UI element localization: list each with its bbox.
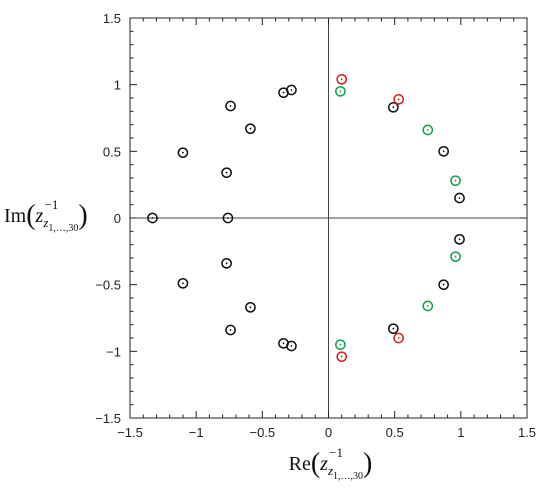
x-tick-label: 1.5 [518,425,536,440]
green-point-center [454,179,457,182]
y-axis-label-close-paren: ) [78,200,87,231]
black-point-marker [225,324,236,336]
y-axis-label-base: z [35,205,44,227]
black-point-marker [438,279,449,291]
black-point-marker [222,212,234,224]
black-point-center [151,217,154,219]
green-point-marker [335,339,346,351]
red-point-marker [336,351,348,363]
black-point-center [458,238,461,241]
x-axis-label-base: z [319,453,328,475]
x-axis-label: Re(zz1,…,30) [289,448,373,482]
black-point-marker [177,147,189,159]
black-point-marker [245,123,256,135]
y-tick-label: 1 [114,78,121,93]
x-tick-label: 0.5 [386,425,404,440]
x-tick-label: 1 [457,425,464,440]
black-point-center [282,342,285,345]
y-tick-label: −0.5 [95,278,121,293]
y-axis-label: Im(zz1,…,30) [4,200,88,234]
black-point-marker [177,277,189,289]
x-axis-label-open-paren: ( [311,448,320,479]
red-point-center [340,78,343,81]
x-tick-label: 0 [325,425,332,440]
y-axis-label-name: Im [4,205,27,227]
green-point-center [454,255,457,258]
black-point-center [225,262,228,265]
black-point-marker [286,340,297,352]
black-point-center [392,106,395,109]
red-point-center [340,355,343,358]
x-axis-label-close-paren: ) [363,448,372,479]
green-point-marker [422,124,434,136]
black-point-center [249,306,252,309]
tick-marks [129,17,528,419]
green-point-center [339,343,342,346]
green-point-marker [450,251,461,263]
y-axis-label-sub-range: 1,…,30 [48,223,78,234]
y-tick-label: −1 [106,344,121,359]
green-point-center [426,305,429,307]
x-tick-label: −1 [189,425,204,440]
black-point-center [182,282,184,285]
x-axis-label-name: Re [289,453,311,475]
green-point-marker [422,300,434,312]
black-point-center [249,127,252,130]
data-points [147,73,465,363]
green-point-center [339,90,342,93]
y-axis-label-sub-base: z [42,215,48,230]
black-point-marker [221,257,232,269]
x-tick-label: −0.5 [249,425,275,440]
x-axis-label-sub-range: 1,…,30 [333,471,363,482]
black-point-center [182,151,184,154]
black-point-marker [454,192,465,204]
y-tick-label: −1.5 [95,411,121,426]
tick-labels: −1.5 −1 −0.5 0 0.5 1 1.5 −1.5 −1 −0.5 0 0.5 1 1.5 [95,11,536,440]
black-point-marker [438,145,449,157]
black-point-center [442,150,445,153]
y-tick-label: 1.5 [103,11,121,26]
x-tick-label: −1.5 [117,425,143,440]
x-axis-label-superscript: −1 [329,445,343,460]
x-axis-label-sub-base: z [327,463,333,478]
black-point-marker [245,301,256,313]
red-point-center [397,98,400,101]
black-point-center [392,327,395,330]
black-point-center [290,89,293,91]
black-point-center [229,329,232,331]
y-tick-label: 0.5 [103,144,121,159]
y-tick-label: 0 [114,211,121,226]
black-point-center [458,197,461,199]
green-point-marker [335,85,346,97]
green-point-marker [450,175,461,187]
black-point-marker [221,167,232,179]
black-point-marker [454,233,465,245]
black-point-center [282,91,285,94]
red-point-center [397,337,400,339]
black-point-center [290,345,293,347]
black-point-marker [286,84,297,96]
red-point-marker [393,332,404,344]
red-point-marker [393,93,404,105]
y-axis-label-superscript: −1 [45,197,59,212]
black-point-marker [387,323,399,335]
black-point-center [225,171,228,174]
y-axis-label-open-paren: ( [26,200,35,231]
black-point-center [227,217,229,219]
black-point-marker [225,100,236,112]
green-point-center [426,129,429,131]
black-point-center [442,283,445,286]
black-point-center [229,105,232,107]
black-point-marker [147,212,158,224]
black-point-marker [387,101,399,113]
red-point-marker [336,73,348,85]
